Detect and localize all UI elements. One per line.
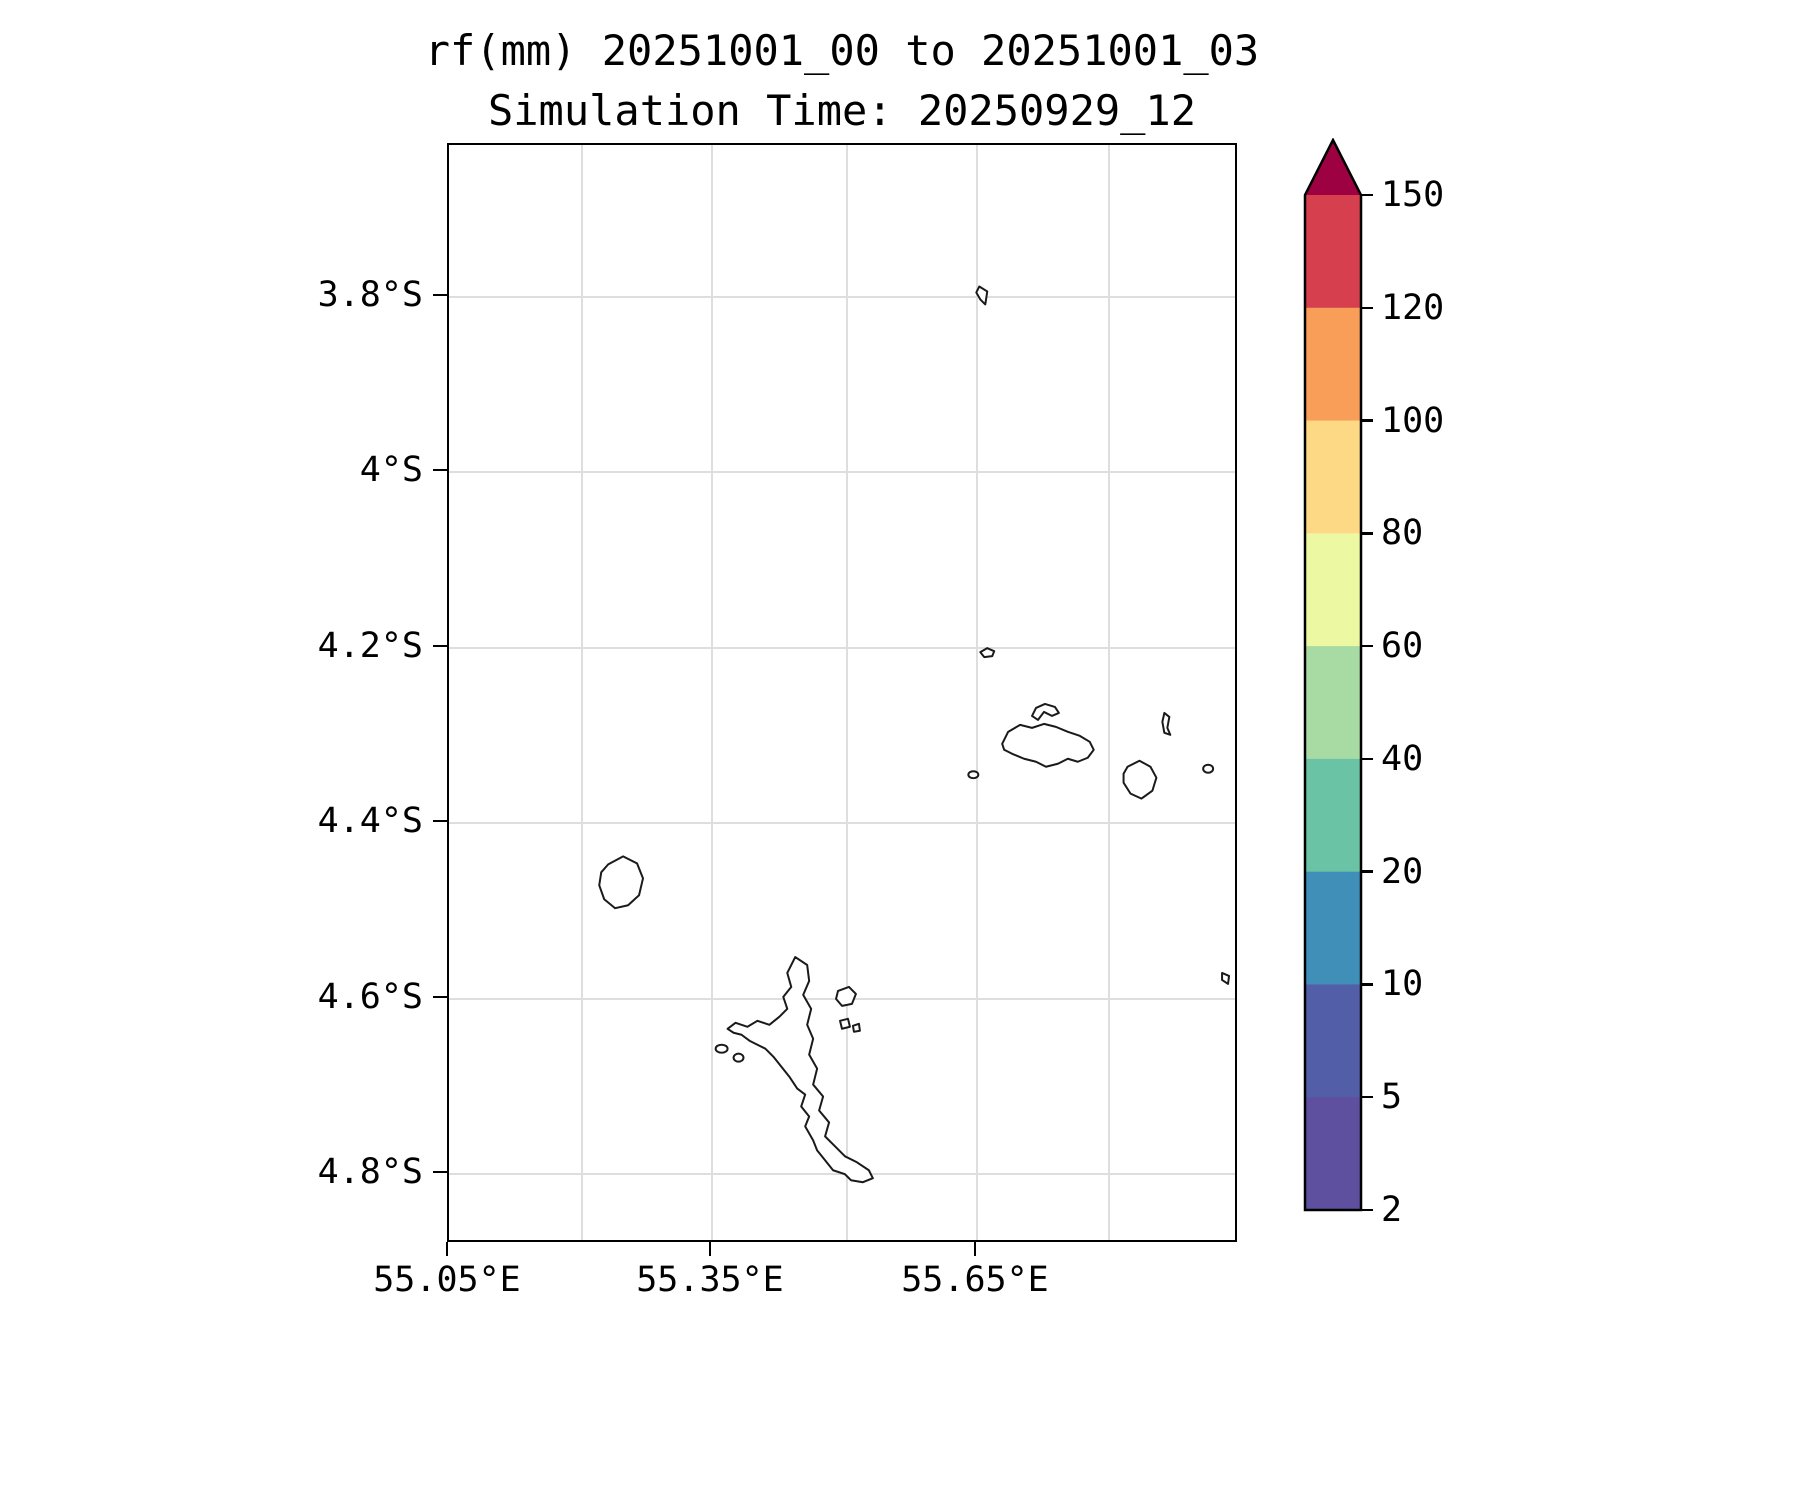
colorbar-segment [1305,533,1361,647]
islet-outline-east-group-2 [839,1017,851,1030]
colorbar-tick-mark [1361,644,1373,648]
y-tick-mark [433,819,447,823]
colorbar-tick-label: 80 [1381,513,1424,554]
gridline-vertical [581,145,583,1240]
islet-outline-east-group-1 [835,985,857,1007]
map-plot-area [447,143,1237,1242]
gridline-horizontal [449,822,1235,824]
colorbar-tick-label: 120 [1381,287,1445,328]
colorbar-tick-label: 40 [1381,738,1424,779]
colorbar-tick-mark [1361,532,1373,535]
colorbar-segment [1305,195,1361,309]
colorbar-tick-mark [1361,419,1373,422]
islet-outline-right-edge [1221,971,1231,985]
y-tick-label: 4.4°S [317,801,423,841]
x-tick-mark [708,1242,712,1256]
colorbar-tick-mark [1361,870,1373,873]
islet-outline-west-group-2 [732,1052,745,1063]
colorbar-outline [1303,138,1363,1212]
y-tick-label: 4.2°S [317,626,423,666]
islet-outline-west-group-1 [714,1043,729,1054]
y-tick-mark [433,293,447,297]
colorbar-segment [1305,646,1361,760]
plot-title: rf(mm) 20251001_00 to 20251001_03 [424,26,1260,75]
y-tick-mark [433,644,447,648]
gridline-vertical [846,145,848,1240]
colorbar-tick-label: 100 [1381,400,1445,441]
colorbar [1303,138,1363,1212]
colorbar-segment [1305,871,1361,986]
x-tick-label: 55.35°E [636,1260,784,1300]
islet-outline-north [975,285,989,306]
colorbar-tick-label: 5 [1381,1077,1403,1118]
colorbar-segment [1305,758,1361,873]
colorbar-tick-mark [1361,306,1373,310]
y-tick-label: 3.8°S [317,275,423,315]
coastlines-layer [598,285,1231,1184]
colorbar-tick-mark [1361,983,1373,986]
y-tick-label: 4.6°S [317,977,423,1017]
island-outline-west-round [598,855,645,910]
gridline-horizontal [449,471,1235,473]
gridline-horizontal [449,296,1235,298]
x-tick-label: 55.05°E [373,1260,521,1300]
colorbar-over-arrow [1305,140,1361,195]
island-outline-large-south [726,956,874,1184]
islet-outline-east-group-3 [851,1022,861,1033]
plot-subtitle: Simulation Time: 20250929_12 [487,86,1196,135]
y-tick-label: 4°S [359,450,423,490]
gridline-horizontal [449,647,1235,649]
y-tick-mark [433,995,447,999]
x-tick-mark [445,1242,449,1256]
islet-outline-sliver [1161,711,1172,736]
islet-outline-far-east [1202,763,1215,774]
island-outline-northeast [1001,722,1095,768]
colorbar-tick-label: 150 [1381,175,1445,215]
islet-outline-mid [979,647,996,659]
y-tick-label: 4.8°S [317,1152,423,1192]
y-tick-mark [433,1170,447,1174]
gridline-vertical [976,145,978,1240]
colorbar-segment [1305,1097,1361,1211]
colorbar-tick-label: 10 [1381,964,1424,1005]
colorbar-tick-label: 20 [1381,851,1424,892]
colorbar-tick-mark [1361,1208,1373,1212]
colorbar-segments [1305,195,1361,1211]
colorbar-tick-mark [1361,193,1373,197]
colorbar-tick-mark [1361,1095,1373,1099]
colorbar-tick-label: 60 [1381,626,1424,667]
y-tick-mark [433,468,447,472]
islet-outline-hook [1031,702,1060,721]
colorbar-tick-mark [1361,757,1373,761]
gridline-vertical [1108,145,1110,1240]
x-tick-mark [973,1242,977,1256]
x-tick-label: 55.65°E [901,1260,1049,1300]
colorbar-segment [1305,307,1361,422]
colorbar-tick-label: 2 [1381,1190,1403,1230]
island-outline-east-round [1122,759,1158,800]
colorbar-segment [1305,984,1361,1098]
islet-outline-small-west [967,770,980,780]
gridline-vertical [711,145,713,1240]
colorbar-segment [1305,420,1361,534]
